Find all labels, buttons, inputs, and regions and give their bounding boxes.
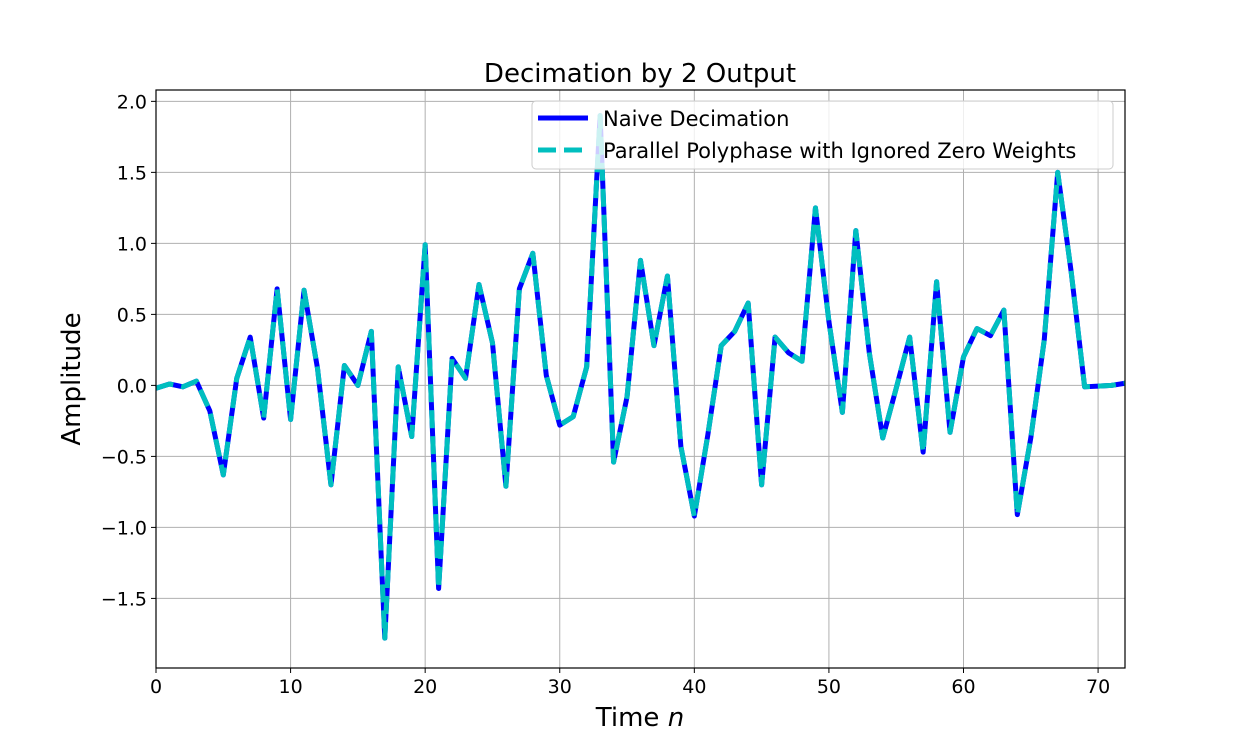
plot-frame bbox=[155, 89, 1126, 669]
y-tick-label: 1.5 bbox=[117, 162, 147, 184]
legend-box bbox=[531, 100, 1114, 170]
x-tick-label: 70 bbox=[1086, 676, 1110, 698]
x-tick-label: 0 bbox=[150, 676, 162, 698]
x-tick-label: 60 bbox=[951, 676, 975, 698]
y-tick-label: −0.5 bbox=[101, 446, 147, 468]
legend-label-naive: Naive Decimation bbox=[603, 107, 789, 131]
grid bbox=[155, 90, 1125, 668]
x-axis-label-var: n bbox=[668, 703, 684, 733]
y-tick-label: 2.0 bbox=[117, 91, 147, 113]
x-tick-label: 20 bbox=[413, 676, 437, 698]
series-line-0 bbox=[155, 113, 1126, 641]
y-tick-label: −1.5 bbox=[101, 588, 147, 610]
y-tick-label: −1.0 bbox=[101, 517, 147, 539]
ticks: 0 10 20 30 40 50 60 70 −1.5 −1.0 −0.5 0.0 0.5 1.0 1.5 2… bbox=[101, 91, 1110, 698]
series-line-1 bbox=[155, 113, 1126, 641]
x-tick-label: 30 bbox=[548, 676, 572, 698]
legend-label-polyphase: Parallel Polyphase with Ignored Zero Wei… bbox=[603, 139, 1076, 163]
x-tick-label: 50 bbox=[817, 676, 841, 698]
y-tick-label: 0.0 bbox=[117, 375, 147, 397]
x-axis-label-text: Time bbox=[595, 703, 660, 733]
y-tick-label: 1.0 bbox=[117, 233, 147, 255]
legend: Naive Decimation Parallel Polyphase with… bbox=[531, 100, 1114, 170]
series-lines bbox=[155, 113, 1126, 641]
y-tick-label: 0.5 bbox=[117, 304, 147, 326]
x-axis-label: Time n bbox=[595, 703, 684, 733]
chart-title: Decimation by 2 Output bbox=[484, 59, 796, 89]
y-axis-label: Amplitude bbox=[57, 312, 87, 445]
x-tick-label: 40 bbox=[682, 676, 706, 698]
x-tick-label: 10 bbox=[278, 676, 302, 698]
